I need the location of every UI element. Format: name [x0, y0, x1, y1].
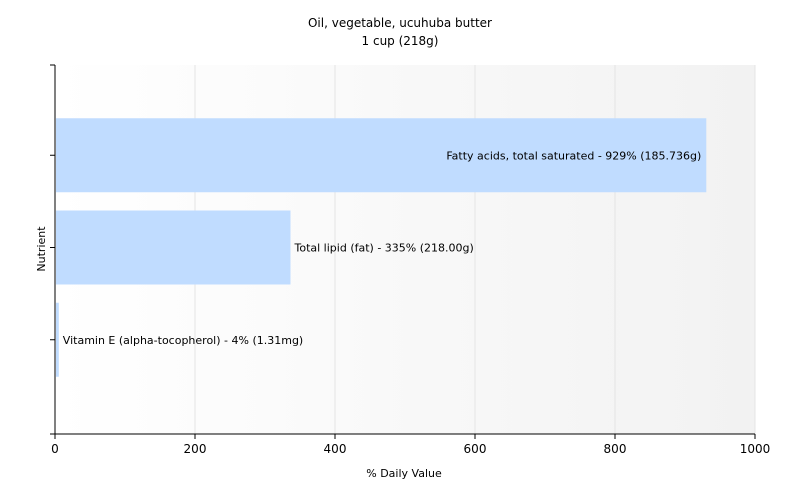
bar-label: Vitamin E (alpha-tocopherol) - 4% (1.31m… — [63, 334, 303, 347]
bar-label: Fatty acids, total saturated - 929% (185… — [446, 149, 701, 162]
bar — [56, 118, 707, 193]
y-axis-label: Nutrient — [35, 226, 48, 272]
x-axis-label: % Daily Value — [366, 467, 442, 480]
bar — [56, 302, 59, 377]
x-tick-label: 400 — [324, 442, 347, 456]
x-tick-label: 600 — [464, 442, 487, 456]
bars — [56, 118, 707, 377]
bar — [56, 210, 291, 285]
x-tick-label: 200 — [184, 442, 207, 456]
x-tick-label: 1000 — [740, 442, 771, 456]
chart-title: Oil, vegetable, ucuhuba butter — [308, 16, 492, 30]
bar-label: Total lipid (fat) - 335% (218.00g) — [294, 242, 474, 255]
axes: 0 200 400 600 800 1000 — [50, 64, 771, 456]
x-tick-label: 800 — [604, 442, 627, 456]
chart-subtitle: 1 cup (218g) — [362, 34, 439, 48]
bar-labels: Fatty acids, total saturated - 929% (185… — [63, 149, 701, 347]
x-tick-label: 0 — [51, 442, 59, 456]
